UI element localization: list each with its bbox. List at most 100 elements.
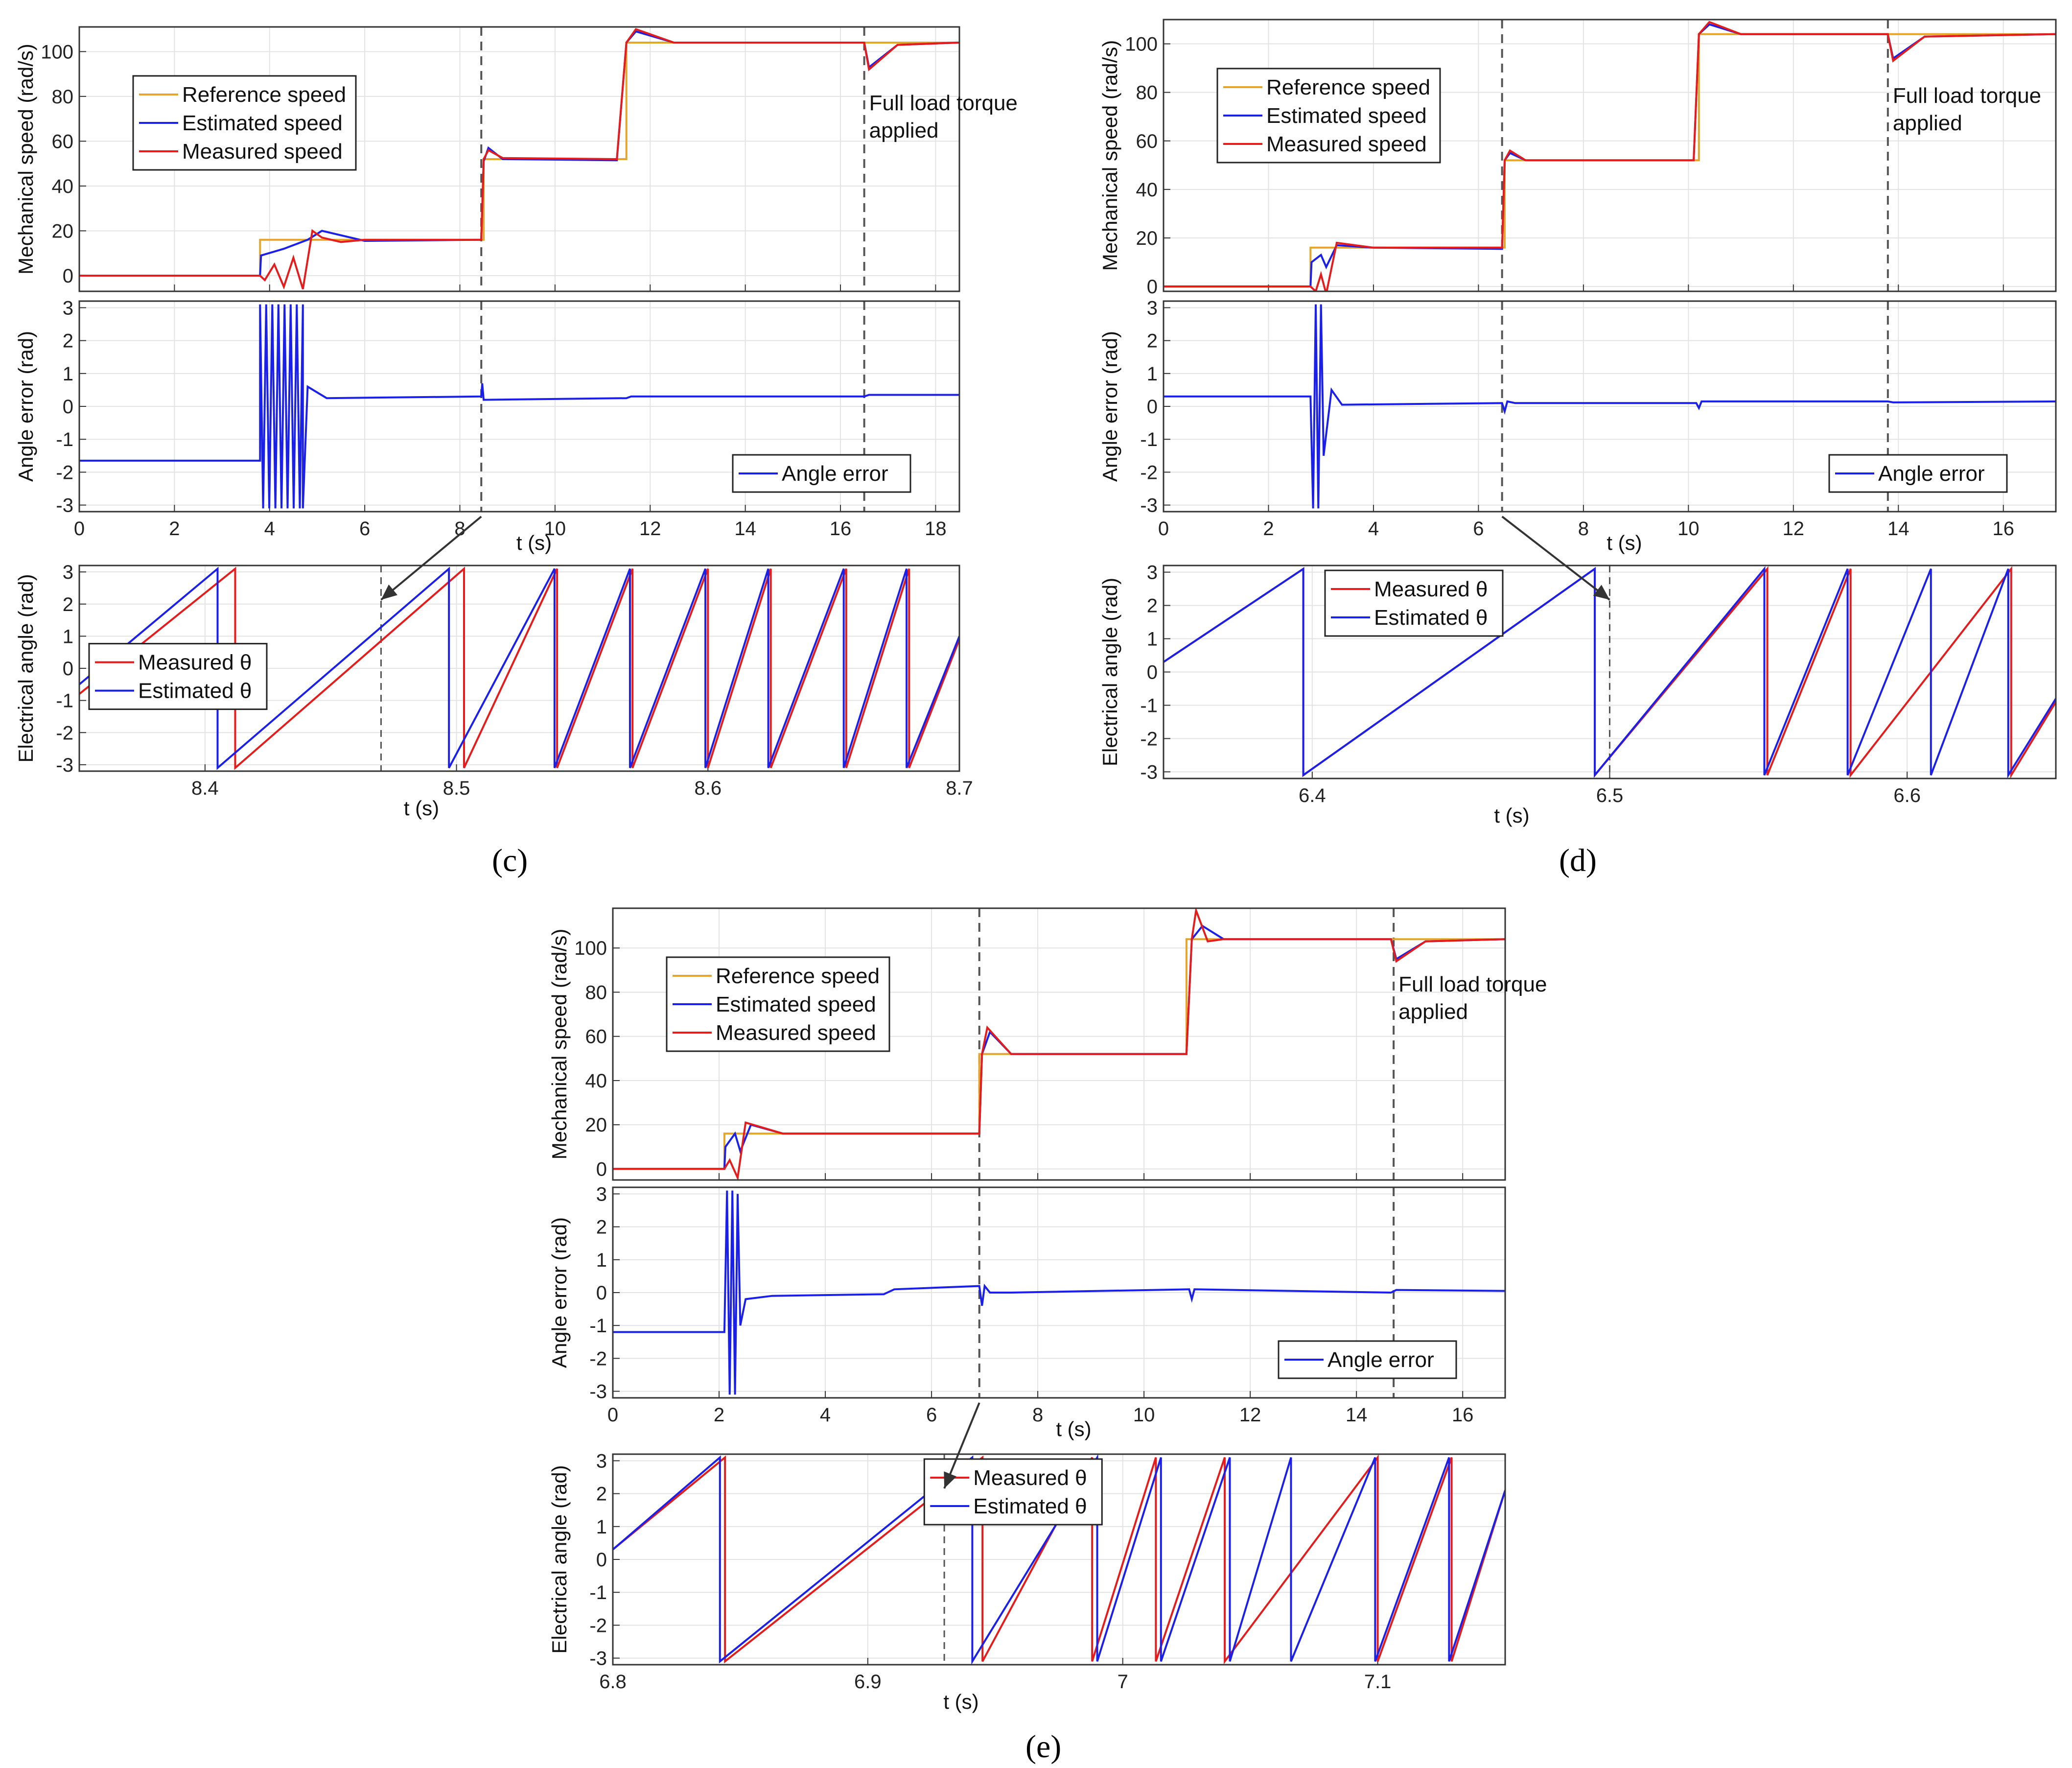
panel-d-angle-ytick-label-1: -2 [1140, 728, 1158, 750]
panel-c-error-xtick-label-7: 14 [734, 518, 756, 540]
panel-c-angle: -3 -2 -1 0 1 2 3 8.4 8.5 8.6 8.7 Electrical angle (… [14, 562, 973, 820]
panel-e-angle-series-measured- [613, 1454, 1505, 1665]
panel-e-angle: -3 -2 -1 0 1 2 3 6.8 6.9 7 7.1 Electrical angle (ra… [548, 1450, 1506, 1713]
panel-c-error-xtick-label-9: 18 [925, 518, 947, 540]
panel-c-error-ytick-label-6: 3 [63, 297, 73, 319]
panel-c-angle-xlabel: t (s) [404, 797, 439, 820]
panel-c-speed-annotation-line2: applied [869, 118, 939, 142]
panel-c-error-legend: Angle error [732, 454, 911, 493]
panel-c-error-ytick-label-2: -1 [56, 429, 73, 450]
panel-d-speed-legend-label-2: Measured speed [1266, 132, 1427, 156]
panel-d-angle-ytick-label-5: 2 [1147, 595, 1158, 617]
panel-c-speed-legend-label-1: Estimated speed [182, 111, 343, 135]
panel-d-error-xtick-label-2: 4 [1368, 518, 1379, 540]
panel-e-error-ytick-label-4: 1 [596, 1249, 607, 1271]
panel-d-error-xtick-label-6: 12 [1783, 518, 1805, 540]
panel-d-error-ytick-label-5: 2 [1147, 330, 1158, 352]
panel-c-zoom-arrowhead [381, 584, 398, 600]
panel-e-error-xtick-label-6: 12 [1239, 1404, 1261, 1426]
panel-e-angle-ylabel: Electrical angle (rad) [548, 1465, 571, 1653]
panel-e-error-xtick-label-2: 4 [820, 1404, 831, 1426]
panel-d-angle-xlabel: t (s) [1494, 804, 1529, 827]
panel-d-error-ytick-label-6: 3 [1147, 297, 1158, 319]
panel-e-error-ylabel: Angle error (rad) [548, 1217, 571, 1368]
panel-c-speed-ytick-label-5: 100 [41, 41, 73, 63]
panel-d-angle-ytick-label-0: -3 [1140, 761, 1158, 783]
panel-c-speed-ytick-label-3: 60 [52, 131, 74, 152]
panel-d-speed-annotation-line1: Full load torque [1893, 84, 2041, 108]
panel-e-speed-annotation: Full load torque applied [1398, 972, 1547, 1024]
panel-e-speed-frame [612, 907, 1506, 1181]
panel-c-angle-legend: Measured θ Estimated θ [88, 643, 268, 710]
panel-e-speed-ylabel: Mechanical speed (rad/s) [548, 929, 571, 1160]
panel-c-error-legend-label-0: Angle error [782, 462, 888, 486]
panel-c-speed-ytick-label-2: 40 [52, 176, 74, 197]
panel-e-angle-frame [612, 1453, 1506, 1666]
panel-e-angle-ytick-label-3: 0 [596, 1549, 607, 1571]
panel-c-speed-series-measured-speed [79, 28, 959, 290]
panel-e-speed-ytick-label-0: 0 [596, 1158, 607, 1180]
panel-d-speed-frame [1163, 19, 2057, 292]
panel-d-error-xtick-label-8: 16 [1993, 518, 2015, 540]
panel-d-speed-annotation-line2: applied [1893, 111, 1962, 135]
panel-c-error-ytick-label-4: 1 [63, 363, 73, 385]
panel-e-angle-legend-box [923, 1458, 1103, 1526]
panel-c-error-xlabel: t (s) [516, 531, 552, 554]
panel-c-speed-ylabel: Mechanical speed (rad/s) [14, 44, 37, 275]
panel-e-error-legend-label-0: Angle error [1327, 1348, 1434, 1372]
panel-d-angle-ytick-label-2: -1 [1140, 695, 1158, 716]
panel-c-error-ytick-label-3: 0 [63, 396, 73, 418]
panel-e-speed-legend-label-2: Measured speed [716, 1021, 876, 1045]
panel-d-speed-annotation: Full load torque applied [1893, 84, 2041, 135]
panel-c-angle-frame [78, 565, 960, 772]
panel-c-speed-ytick-label-1: 20 [52, 220, 74, 242]
panel-c-speed-legend: Reference speed Estimated speed Measured s… [132, 75, 357, 171]
panel-c-error-ytick-label-0: -3 [56, 495, 73, 517]
panel-d-angle-ytick-label-6: 3 [1147, 562, 1158, 584]
panel-e-angle-legend-label-0: Measured θ [973, 1466, 1087, 1490]
panel-e-angle-ytick-label-1: -2 [589, 1615, 607, 1636]
panel-e-error-xtick-label-3: 6 [926, 1404, 937, 1426]
panel-e-angle-ytick-label-6: 3 [596, 1450, 607, 1472]
panel-d-error-xlabel: t (s) [1606, 531, 1642, 554]
panel-e-angle-ytick-label-0: -3 [589, 1648, 607, 1670]
panel-c-error-ytick-label-1: -2 [56, 462, 73, 483]
panel-d-angle-series-estimated- [1164, 566, 2056, 778]
panel-c-zoom-arrow [380, 516, 482, 601]
panel-e-error-xtick-label-8: 16 [1452, 1404, 1474, 1426]
panel-e-angle-xlabel: t (s) [943, 1690, 978, 1713]
panel-e-error-series-angle-error [613, 1190, 1505, 1395]
panel-c-angle-series-measured- [79, 566, 959, 770]
panel-d-speed-series-measured-speed [1164, 21, 2056, 291]
panel-c-angle-series-estimated- [79, 566, 959, 770]
panel-c-speed-frame [78, 26, 960, 292]
panel-d-error-ytick-label-1: -2 [1140, 462, 1158, 483]
panel-c-angle-ytick-label-2: -1 [56, 690, 73, 712]
panel-d-speed-ylabel: Mechanical speed (rad/s) [1098, 40, 1121, 271]
panel-d-error-series-angle-error [1164, 304, 2056, 509]
panel-d-zoom-arrowhead [1593, 585, 1610, 600]
panel-c-angle-ytick-label-4: 1 [63, 626, 73, 647]
panel-d-speed-legend-label-1: Estimated speed [1266, 104, 1427, 128]
panel-c-error-ylabel: Angle error (rad) [14, 331, 37, 482]
panel-d-zoom-arrow [1501, 516, 1610, 601]
panel-e-error-frame [612, 1186, 1506, 1399]
panel-d-error-ytick-label-3: 0 [1147, 396, 1158, 418]
panel-c-angle-ytick-label-0: -3 [56, 754, 73, 776]
panel-e-angle-legend: Measured θ Estimated θ [923, 1458, 1103, 1526]
panel-e-error-ytick-label-2: -1 [589, 1315, 607, 1337]
panel-d-angle-ytick-label-3: 0 [1147, 662, 1158, 684]
panel-e-angle-legend-label-1: Estimated θ [973, 1494, 1087, 1518]
panel-e-speed-ytick-label-3: 60 [585, 1026, 607, 1048]
panel-e-speed-ytick-label-4: 80 [585, 982, 607, 1003]
panel-e-error-xtick-label-7: 14 [1346, 1404, 1368, 1426]
panel-e-angle-xtick-label-2: 7 [1117, 1671, 1128, 1693]
